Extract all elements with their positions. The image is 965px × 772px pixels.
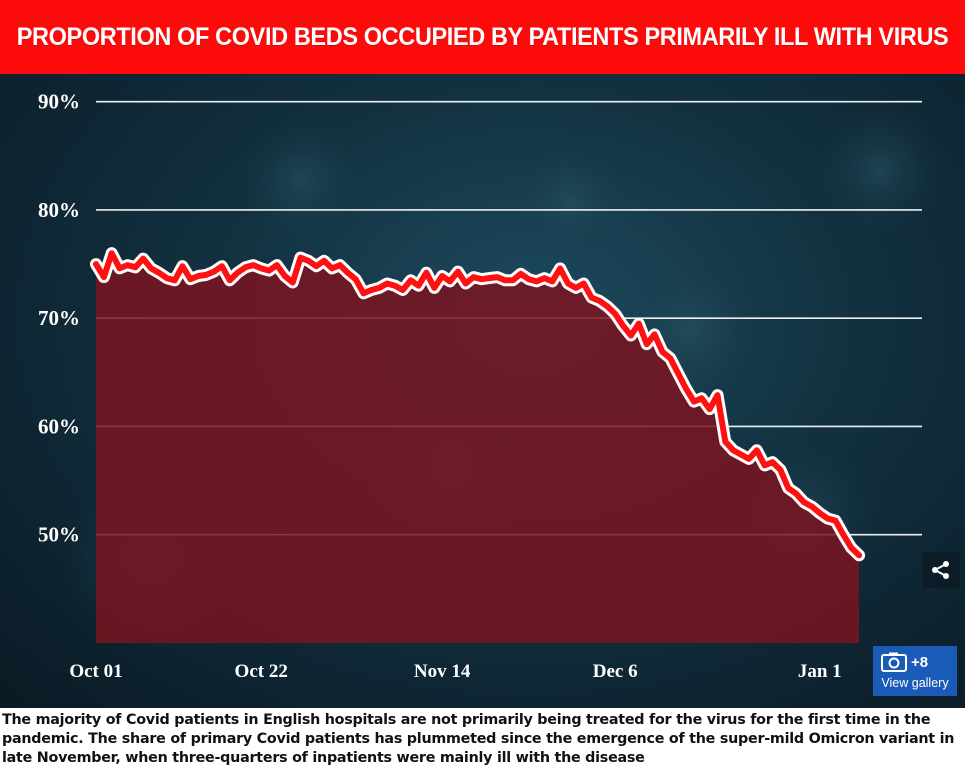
x-tick-label: Nov 14 (414, 661, 471, 682)
gallery-count: +8 (911, 653, 929, 671)
share-icon (932, 561, 949, 579)
x-tick-label: Oct 22 (235, 661, 288, 682)
virus-decoration (815, 105, 945, 235)
gallery-top: +8 (881, 652, 928, 672)
camera-icon (881, 652, 907, 672)
virus-decoration (515, 145, 625, 255)
area-fill (96, 253, 860, 643)
x-tick-label: Dec 6 (593, 661, 638, 682)
virus-decoration (240, 120, 360, 240)
x-tick-label: Oct 01 (69, 661, 122, 682)
chart-frame: PROPORTION OF COVID BEDS OCCUPIED BY PAT… (0, 0, 965, 708)
share-button[interactable] (922, 552, 960, 588)
chart-plot: 50% 60% 70% 80% 90% Oct 01 Oct 22 Nov 14 Dec 6 J… (38, 90, 945, 682)
chart-caption: The majority of Covid patients in Englis… (2, 712, 955, 766)
y-tick-label: 90% (38, 90, 80, 114)
y-axis: 50% 60% 70% 80% 90% (38, 90, 80, 547)
x-axis: Oct 01 Oct 22 Nov 14 Dec 6 Jan 1 (69, 661, 841, 682)
y-tick-label: 80% (38, 198, 80, 222)
chart-title: PROPORTION OF COVID BEDS OCCUPIED BY PAT… (16, 22, 949, 51)
y-tick-label: 50% (38, 523, 80, 547)
area-layer (90, 247, 866, 643)
x-tick-label: Jan 1 (798, 661, 842, 682)
series-line (93, 250, 863, 559)
y-tick-label: 60% (38, 414, 80, 438)
title-bar: PROPORTION OF COVID BEDS OCCUPIED BY PAT… (0, 0, 965, 74)
y-tick-label: 70% (38, 306, 80, 330)
gallery-label: View gallery (881, 676, 949, 690)
view-gallery-button[interactable]: +8 View gallery (873, 646, 957, 696)
